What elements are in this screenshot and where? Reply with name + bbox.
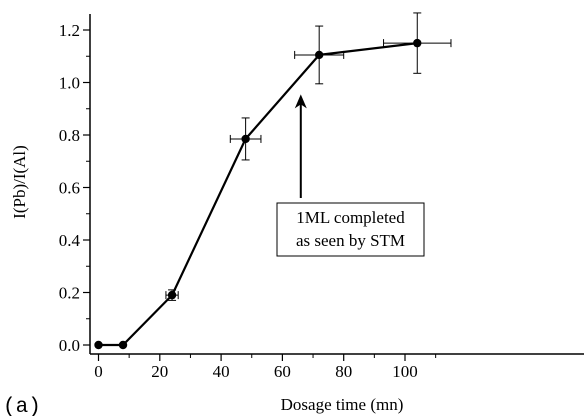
series-line	[98, 42, 418, 347]
data-point	[241, 134, 250, 144]
y-tick-label: 0.6	[59, 179, 80, 198]
data-point	[314, 50, 324, 60]
x-tick-label: 80	[335, 362, 352, 381]
y-tick-label: 1.2	[59, 21, 80, 40]
tick-labels: 0 20 40 60 80 100 0.0 0.2 0.4 0.6 0.8 1.0 1.2	[59, 21, 418, 381]
annotation-arrow-head	[294, 94, 307, 109]
annotation-box	[276, 202, 425, 257]
y-tick-label: 0.4	[59, 231, 81, 250]
annotation-line-1: 1ML completed	[296, 208, 405, 227]
x-axis-label: Dosage time (mn)	[281, 395, 404, 414]
y-tick-label: 0.0	[59, 336, 80, 355]
y-tick-label: 1.0	[59, 74, 80, 93]
x-tick-label: 60	[274, 362, 291, 381]
y-tick-label: 0.8	[59, 126, 80, 145]
x-tick-label: 20	[151, 362, 168, 381]
y-tick-label: 0.2	[59, 284, 80, 303]
data-point	[413, 38, 422, 48]
x-tick-label: 40	[213, 362, 230, 381]
axes	[89, 14, 584, 355]
x-tick-label: 100	[392, 362, 418, 381]
annotation-line-2: as seen by STM	[296, 231, 405, 250]
plot-area	[94, 12, 452, 350]
data-point	[94, 340, 103, 350]
y-axis-label: I(Pb)/I(Al)	[10, 145, 29, 219]
panel-label: (a)	[3, 396, 41, 416]
annotation-group: 1ML completed as seen by STM	[276, 202, 425, 257]
x-tick-label: 0	[94, 362, 103, 381]
tick-marks	[83, 29, 437, 361]
data-point	[118, 340, 128, 350]
data-point	[167, 290, 177, 300]
